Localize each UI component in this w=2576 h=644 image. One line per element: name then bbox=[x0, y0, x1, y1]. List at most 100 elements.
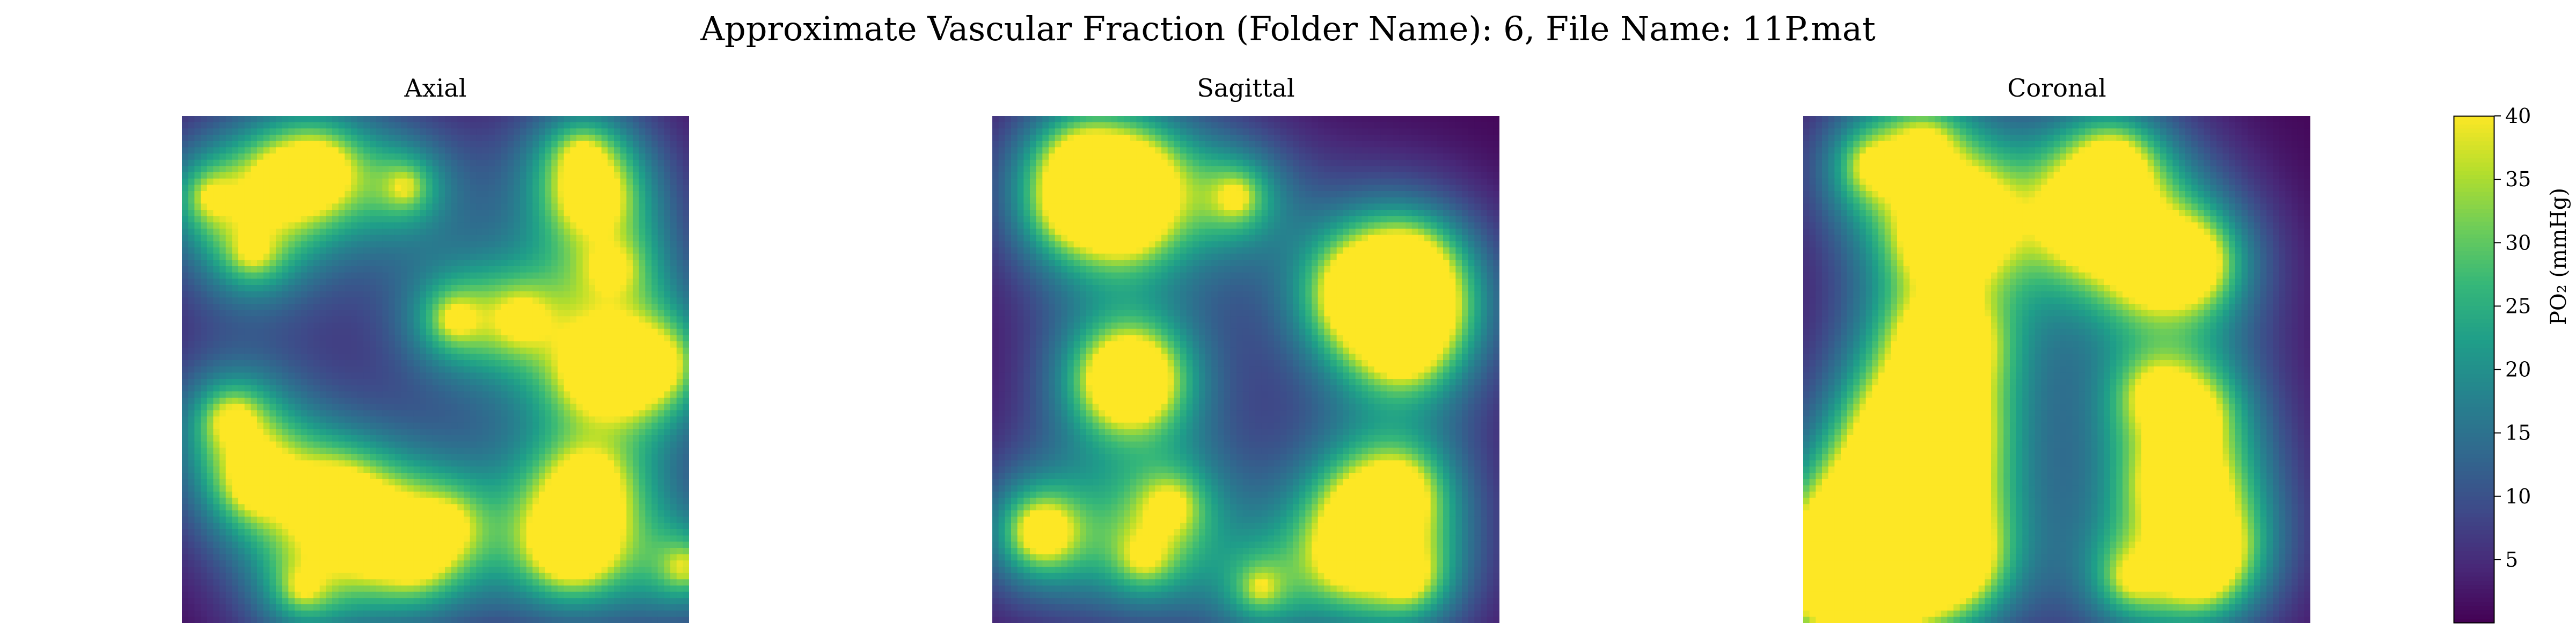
heatmap-cell bbox=[514, 266, 521, 273]
heatmap-cell bbox=[558, 216, 565, 223]
heatmap-cell bbox=[445, 247, 452, 254]
heatmap-cell bbox=[201, 385, 208, 392]
heatmap-cell bbox=[332, 416, 339, 423]
heatmap-cell bbox=[295, 404, 302, 411]
heatmap-cell bbox=[589, 128, 596, 135]
heatmap-cell bbox=[445, 492, 452, 499]
heatmap-cell bbox=[232, 497, 239, 504]
heatmap-cell bbox=[639, 141, 646, 148]
heatmap-cell bbox=[539, 203, 546, 210]
heatmap-cell bbox=[464, 473, 471, 480]
heatmap-cell bbox=[595, 492, 602, 499]
heatmap-cell bbox=[307, 135, 314, 142]
heatmap-cell bbox=[432, 266, 439, 273]
heatmap-cell bbox=[201, 398, 208, 405]
heatmap-cell bbox=[282, 416, 289, 423]
heatmap-cell bbox=[601, 216, 608, 223]
heatmap-cell bbox=[295, 185, 302, 192]
heatmap-cell bbox=[520, 304, 527, 311]
heatmap-cell bbox=[514, 197, 521, 204]
heatmap-cell bbox=[482, 410, 489, 417]
heatmap-cell bbox=[326, 128, 333, 135]
heatmap-cell bbox=[288, 153, 295, 160]
heatmap-cell bbox=[451, 272, 458, 279]
heatmap-cell bbox=[182, 178, 189, 185]
heatmap-cell bbox=[545, 304, 552, 311]
heatmap-cell bbox=[620, 253, 627, 260]
heatmap-cell bbox=[589, 441, 596, 448]
heatmap-cell bbox=[476, 135, 483, 142]
heatmap-cell bbox=[219, 460, 226, 467]
heatmap-cell bbox=[182, 454, 189, 461]
heatmap-cell bbox=[664, 454, 671, 461]
heatmap-cell bbox=[307, 360, 314, 367]
heatmap-cell bbox=[520, 347, 527, 354]
heatmap-cell bbox=[639, 454, 646, 461]
heatmap-cell bbox=[564, 410, 570, 417]
heatmap-cell bbox=[633, 448, 640, 455]
heatmap-cell bbox=[363, 492, 370, 499]
heatmap-cell bbox=[432, 448, 439, 455]
heatmap-cell bbox=[639, 354, 646, 361]
heatmap-cell bbox=[445, 203, 452, 210]
heatmap-cell bbox=[495, 253, 502, 260]
heatmap-cell bbox=[351, 172, 358, 179]
heatmap-cell bbox=[370, 473, 377, 480]
heatmap-cell bbox=[257, 153, 264, 160]
heatmap-cell bbox=[288, 222, 295, 229]
heatmap-cell bbox=[445, 398, 452, 405]
heatmap-cell bbox=[551, 323, 558, 330]
heatmap-cell bbox=[301, 422, 308, 429]
heatmap-cell bbox=[601, 247, 608, 254]
heatmap-cell bbox=[363, 341, 370, 348]
heatmap-cell bbox=[332, 241, 339, 248]
heatmap-cell bbox=[382, 473, 389, 480]
heatmap-cell bbox=[332, 422, 339, 429]
heatmap-cell bbox=[357, 435, 364, 442]
heatmap-cell bbox=[488, 285, 495, 292]
heatmap-cell bbox=[470, 466, 477, 473]
heatmap-cell bbox=[507, 128, 514, 135]
heatmap-cell bbox=[664, 128, 671, 135]
heatmap-cell bbox=[276, 366, 283, 373]
heatmap-cell bbox=[445, 379, 452, 386]
heatmap-cell bbox=[639, 372, 646, 379]
heatmap-cell bbox=[683, 203, 689, 210]
heatmap-cell bbox=[589, 203, 596, 210]
heatmap-cell bbox=[413, 178, 420, 185]
heatmap-cell bbox=[319, 385, 326, 392]
heatmap-cell bbox=[445, 153, 452, 160]
heatmap-cell bbox=[201, 328, 208, 335]
heatmap-cell bbox=[582, 422, 589, 429]
heatmap-cell bbox=[601, 241, 608, 248]
heatmap-cell bbox=[657, 360, 664, 367]
heatmap-cell bbox=[532, 253, 539, 260]
heatmap-cell bbox=[601, 266, 608, 273]
heatmap-cell bbox=[432, 122, 439, 129]
heatmap-cell bbox=[363, 435, 370, 442]
heatmap-cell bbox=[244, 385, 251, 392]
heatmap-cell bbox=[451, 391, 458, 398]
heatmap-cell bbox=[657, 191, 664, 198]
heatmap-cell bbox=[263, 404, 270, 411]
heatmap-cell bbox=[570, 191, 577, 198]
heatmap-cell bbox=[614, 203, 621, 210]
heatmap-cell bbox=[464, 310, 471, 317]
heatmap-cell bbox=[539, 429, 546, 436]
heatmap-cell bbox=[363, 191, 370, 198]
heatmap-cell bbox=[251, 341, 258, 348]
heatmap-cell bbox=[445, 466, 452, 473]
heatmap-cell bbox=[276, 454, 283, 461]
heatmap-cell bbox=[232, 466, 239, 473]
heatmap-cell bbox=[225, 253, 232, 260]
heatmap-cell bbox=[657, 159, 664, 166]
heatmap-cell bbox=[501, 172, 508, 179]
heatmap-cell bbox=[495, 210, 502, 217]
heatmap-cell bbox=[182, 291, 189, 298]
heatmap-cell bbox=[213, 448, 220, 455]
heatmap-cell bbox=[401, 197, 408, 204]
heatmap-cell bbox=[470, 448, 477, 455]
heatmap-cell bbox=[614, 197, 621, 204]
heatmap-cell bbox=[376, 260, 383, 267]
heatmap-cell bbox=[207, 185, 214, 192]
